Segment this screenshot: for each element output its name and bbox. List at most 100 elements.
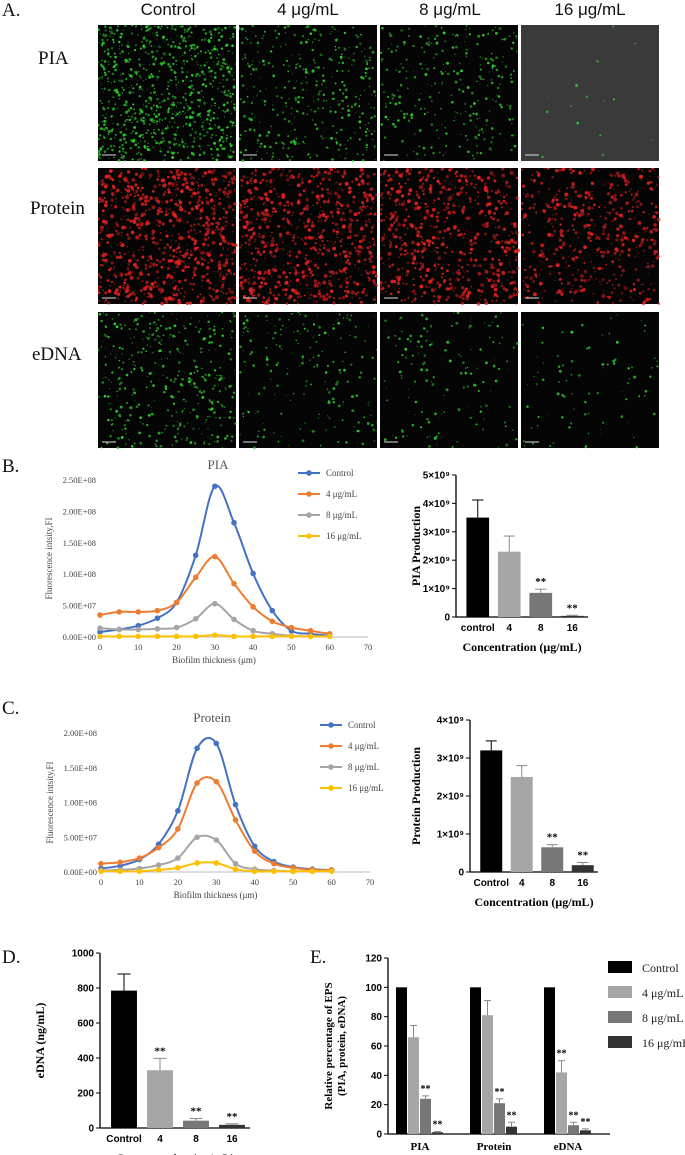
fluorescent-speck [355, 234, 359, 237]
fluorescent-speck [521, 202, 524, 205]
fluorescent-speck [354, 61, 356, 63]
fluorescent-speck [308, 217, 311, 220]
fluorescent-speck [277, 133, 280, 137]
fluorescent-speck [435, 283, 437, 285]
fluorescent-speck [515, 35, 518, 38]
fluorescent-speck [156, 75, 160, 79]
fluorescent-speck [609, 186, 612, 189]
fluorescent-speck [583, 169, 586, 172]
fluorescent-speck [521, 184, 526, 188]
fluorescent-speck [440, 276, 443, 279]
fluorescent-speck [372, 249, 375, 251]
fluorescent-speck [625, 201, 629, 205]
fluorescent-speck [396, 281, 401, 286]
fluorescent-speck [127, 262, 131, 266]
fluorescent-speck [368, 77, 371, 80]
fluorescent-speck [452, 273, 455, 275]
fluorescent-speck [124, 141, 128, 144]
fluorescent-speck [217, 227, 221, 231]
fluorescent-speck [155, 109, 158, 112]
fluorescent-speck [199, 137, 202, 140]
fluorescent-speck [369, 46, 372, 50]
fluorescent-speck [134, 170, 136, 172]
fluorescent-speck [325, 99, 328, 102]
fluorescent-speck [321, 196, 324, 198]
fluorescent-speck [299, 65, 302, 68]
fluorescent-speck [218, 374, 220, 377]
fluorescent-speck [100, 43, 104, 46]
fluorescent-speck [282, 270, 286, 275]
fluorescent-speck [555, 202, 560, 207]
fluorescent-speck [227, 268, 231, 273]
fluorescent-speck [279, 234, 283, 238]
fluorescent-speck [276, 113, 279, 117]
fluorescent-speck [128, 91, 132, 95]
fluorescent-speck [299, 295, 303, 298]
fluorescent-speck [105, 127, 109, 130]
fluorescent-speck [472, 112, 475, 115]
fluorescent-speck [321, 74, 325, 77]
fluorescent-speck [447, 263, 450, 267]
fluorescent-speck [212, 288, 215, 291]
fluorescent-speck [182, 254, 184, 256]
fluorescent-speck [613, 193, 617, 197]
fluorescent-speck [185, 439, 188, 441]
fluorescent-speck [198, 249, 201, 252]
fluorescent-speck [497, 225, 501, 229]
fluorescent-speck [175, 59, 178, 62]
fluorescent-speck [482, 236, 483, 238]
fluorescent-speck [151, 135, 154, 139]
fluorescent-speck [334, 45, 337, 48]
fluorescent-speck [187, 187, 190, 190]
fluorescent-speck [98, 61, 99, 64]
fluorescent-speck [180, 421, 182, 424]
fluorescent-speck [134, 400, 136, 402]
fluorescent-speck [207, 428, 209, 430]
fluorescent-speck [492, 99, 494, 101]
fluorescent-speck [161, 25, 163, 28]
fluorescent-speck [433, 225, 436, 229]
fluorescent-speck [650, 202, 654, 205]
fluorescent-speck [434, 82, 436, 85]
fluorescent-speck [239, 246, 242, 249]
fluorescent-speck [427, 84, 429, 86]
fluorescent-speck [222, 109, 225, 112]
fluorescent-speck [215, 377, 217, 379]
fluorescent-speck [136, 194, 140, 197]
fluorescent-speck [108, 116, 110, 118]
fluorescent-speck [176, 35, 178, 37]
fluorescent-speck [233, 262, 235, 264]
fluorescent-speck [437, 237, 440, 240]
fluorescent-speck [344, 181, 349, 186]
fluorescent-speck [173, 45, 177, 48]
fluorescent-speck [496, 268, 500, 272]
fluorescent-speck [464, 272, 465, 274]
fluorescent-speck [415, 193, 419, 197]
fluorescent-speck [109, 388, 111, 390]
fluorescent-speck [307, 38, 310, 41]
fluorescent-speck [179, 158, 183, 162]
fluorescent-speck [614, 278, 618, 281]
fluorescent-speck [161, 358, 163, 360]
fluorescent-speck [142, 422, 144, 425]
fluorescent-speck [205, 418, 208, 421]
fluorescent-speck [244, 53, 247, 56]
fluorescent-speck [647, 273, 649, 275]
fluorescent-speck [125, 433, 127, 435]
fluorescent-speck [328, 57, 332, 61]
fluorescent-speck [128, 328, 131, 330]
fluorescent-speck [158, 117, 162, 121]
fluorescent-speck [178, 208, 180, 210]
fluorescent-speck [160, 141, 162, 143]
fluorescent-speck [254, 186, 258, 190]
fluorescent-speck [385, 236, 387, 238]
fluorescent-speck [197, 330, 201, 334]
fluorescent-speck [286, 219, 290, 223]
fluorescent-speck [395, 168, 398, 170]
fluorescent-speck [352, 58, 355, 62]
fluorescent-speck [513, 144, 517, 148]
fluorescent-speck [210, 400, 214, 404]
fluorescent-speck [349, 275, 352, 278]
fluorescent-speck [437, 236, 439, 238]
fluorescent-speck [497, 188, 500, 191]
